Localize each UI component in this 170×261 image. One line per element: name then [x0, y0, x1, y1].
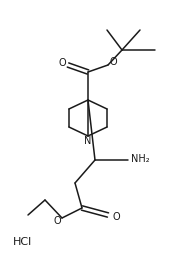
Text: NH₂: NH₂ — [131, 154, 149, 164]
Text: O: O — [58, 58, 66, 68]
Text: O: O — [53, 216, 61, 226]
Text: O: O — [109, 57, 117, 67]
Text: HCl: HCl — [12, 237, 32, 247]
Text: N: N — [84, 136, 92, 146]
Text: O: O — [112, 212, 120, 222]
